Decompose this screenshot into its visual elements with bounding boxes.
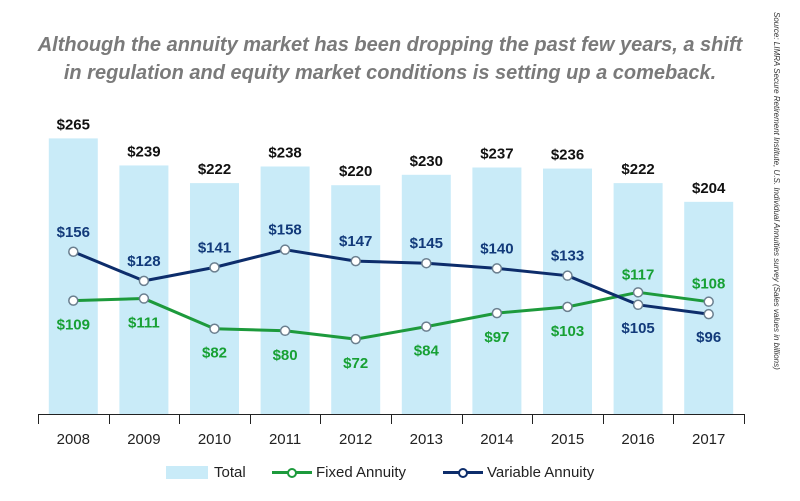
total-label-2016: $222 — [621, 161, 654, 178]
fixed-annuity-point-2008 — [68, 295, 79, 306]
fixed-label-2015: $103 — [551, 323, 584, 340]
fixed-label-2014: $97 — [484, 329, 509, 346]
title-line-2: in regulation and equity market conditio… — [63, 62, 717, 84]
bar-total-2014 — [472, 167, 522, 414]
fixed-annuity-point-2011 — [279, 325, 291, 337]
variable-label-2012: $147 — [339, 233, 372, 250]
legend-label-variable: Variable Annuity — [487, 463, 595, 481]
total-label-2012: $220 — [339, 163, 372, 180]
fixed-annuity-point-2016 — [632, 287, 644, 298]
fixed-annuity-point-2017 — [703, 296, 714, 307]
variable-annuity-point-2014 — [491, 263, 503, 274]
series-lines — [68, 244, 714, 345]
title-line-1: Although the annuity market has been dro… — [37, 34, 743, 56]
variable-label-2014: $140 — [480, 240, 513, 257]
bar-total-2017 — [684, 201, 734, 414]
variable-label-2017: $96 — [696, 329, 721, 346]
variable-label-2010: $141 — [198, 239, 231, 256]
fixed-label-2016: $117 — [622, 266, 655, 283]
variable-annuity-point-2009 — [138, 275, 150, 287]
variable-label-2013: $145 — [410, 235, 443, 252]
fixed-label-2017: $108 — [692, 276, 725, 293]
legend-label-total: Total — [214, 463, 246, 481]
total-label-2015: $236 — [551, 147, 584, 164]
fixed-label-2011: $80 — [273, 347, 298, 364]
x-tick-label-2008: 2008 — [57, 431, 90, 448]
bar-total-2012 — [331, 185, 381, 414]
legend-item-fixed: Fixed Annuity — [272, 458, 406, 486]
fixed-annuity-line — [73, 290, 709, 341]
total-label-2010: $222 — [198, 161, 231, 178]
fixed-annuity-point-2015 — [562, 301, 573, 313]
fixed-annuity-point-2010 — [209, 323, 220, 334]
legend: Total Fixed Annuity Variable Annuity — [0, 458, 800, 486]
legend-label-fixed: Fixed Annuity — [316, 463, 407, 481]
variable-annuity-point-2012 — [350, 255, 361, 267]
fixed-label-2012: $72 — [343, 355, 368, 372]
fixed-annuity-point-2014 — [491, 307, 503, 319]
legend-swatch-total — [166, 465, 208, 479]
total-label-2009: $239 — [127, 143, 160, 160]
total-bars — [48, 138, 734, 414]
x-tick-label-2011: 2011 — [269, 431, 301, 448]
variable-annuity-point-2010 — [209, 262, 220, 273]
fixed-annuity-point-2012 — [350, 333, 361, 345]
variable-annuity-line — [72, 248, 709, 316]
total-label-2008: $265 — [57, 116, 90, 133]
bar-total-2009 — [119, 165, 169, 414]
x-tick-label-2009: 2009 — [127, 431, 160, 448]
variable-annuity-point-2013 — [421, 257, 432, 269]
fixed-label-2009: $111 — [128, 315, 160, 332]
variable-annuity-point-2017 — [703, 308, 714, 320]
total-label-2011: $238 — [268, 144, 301, 161]
total-label-2014: $237 — [480, 146, 513, 163]
x-tick-label-2013: 2013 — [410, 431, 443, 448]
bar-total-2010 — [190, 183, 239, 414]
bar-total-2008 — [48, 138, 98, 414]
fixed-label-2013: $84 — [414, 343, 440, 360]
x-axis: 2008 2009 2010 2011 2012 2013 2014 2015 2016 2017 — [38, 414, 745, 448]
bar-total-2013 — [401, 174, 451, 414]
variable-annuity-point-2015 — [562, 270, 573, 281]
fixed-label-2010: $82 — [202, 345, 227, 362]
x-tick-label-2010: 2010 — [198, 431, 231, 448]
variable-label-2011: $158 — [268, 222, 301, 239]
variable-label-2015: $133 — [551, 248, 584, 265]
chart-title: Although the annuity market has been dro… — [20, 31, 760, 87]
total-label-2013: $230 — [410, 153, 443, 170]
x-tick-label-2014: 2014 — [480, 431, 513, 448]
legend-marker-fixed — [272, 466, 312, 479]
variable-label-2008: $156 — [57, 224, 90, 241]
x-tick-label-2016: 2016 — [621, 431, 654, 448]
variable-annuity-point-2011 — [279, 244, 291, 255]
annuity-sales-chart: 2008 2009 2010 2011 2012 2013 2014 2015 2016 2017… — [38, 116, 745, 448]
fixed-annuity-point-2013 — [421, 321, 432, 332]
x-tick-label-2015: 2015 — [551, 431, 584, 448]
total-label-2017: $204 — [692, 180, 726, 197]
x-tick-label-2017: 2017 — [692, 431, 725, 448]
legend-item-total: Total — [166, 458, 246, 486]
variable-label-2016: $105 — [621, 320, 654, 337]
fixed-label-2008: $109 — [57, 317, 90, 334]
fixed-annuity-point-2009 — [138, 293, 150, 304]
bar-total-2015 — [543, 168, 592, 414]
variable-annuity-point-2016 — [632, 299, 644, 311]
data-labels: $265 $239 $222 $238 $220 $230 $237 $236 $222 $204… — [57, 116, 726, 372]
legend-marker-variable — [443, 466, 483, 479]
variable-annuity-point-2008 — [68, 246, 79, 258]
legend-item-variable: Variable Annuity — [443, 458, 594, 486]
variable-label-2009: $128 — [127, 253, 160, 270]
bar-total-2011 — [260, 166, 310, 414]
x-tick-label-2012: 2012 — [339, 431, 372, 448]
